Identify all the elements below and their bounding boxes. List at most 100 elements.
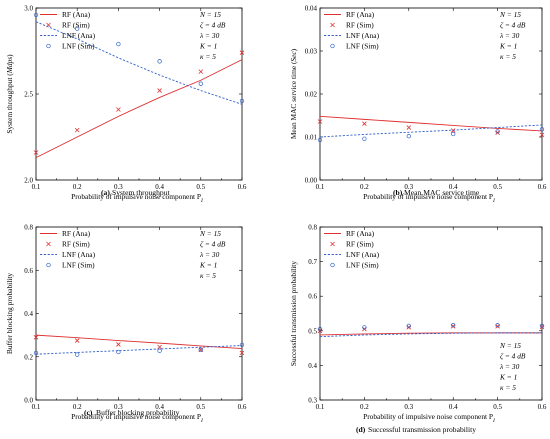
parameter-label: ζ = 4 dB: [500, 352, 526, 361]
y-tick-label: 0.2: [24, 353, 33, 361]
rf-sim-marker: [495, 324, 500, 329]
x-tick-label: 0.4: [155, 183, 164, 191]
lnf-sim-marker: [157, 59, 162, 64]
lnf-sim-marker: [116, 349, 121, 355]
lnf-sim-marker: [539, 127, 545, 132]
x-tick-label: 0.2: [73, 403, 82, 411]
x-tick-label: 0.2: [360, 403, 369, 411]
panel-caption-text: System throughput: [112, 188, 170, 197]
rf-sim-marker: [239, 50, 245, 56]
y-axis-label-unit: Sec: [289, 51, 298, 62]
parameter-label: K = 1: [499, 42, 517, 51]
marker-stroke: [116, 107, 121, 112]
y-tick-label: 0.8: [308, 224, 317, 232]
series-line-lnf-ana: [319, 332, 542, 338]
rf-sim-marker: [157, 344, 162, 350]
lnf-sim-marker: [451, 131, 456, 137]
x-tick-label: 0.3: [114, 403, 123, 411]
marker-stroke: [157, 88, 162, 93]
lnf-sim-marker: [239, 98, 245, 104]
lnf-sim-marker: [362, 325, 367, 330]
legend-swatch: [46, 43, 51, 49]
lnf-sim-marker: [451, 323, 456, 328]
panel-caption-text: Buffer blocking probability: [96, 408, 180, 417]
x-tick-label: 0.6: [538, 183, 547, 191]
marker-stroke: [539, 132, 545, 138]
legend-label: LNF (Ana): [346, 250, 380, 259]
series-line-lnf-ana: [35, 345, 243, 355]
panel-b: 0.1 0.2 0.3 0.4 0.5 0.60.000.010.020.030.04Pr…: [289, 5, 547, 205]
series-line-rf-ana: [319, 332, 542, 336]
parameter-label: ζ = 4 dB: [500, 21, 526, 30]
rf-sim-marker: [495, 130, 500, 135]
x-tick-label: 0.5: [196, 403, 205, 411]
x-tick-label: 0.6: [538, 403, 547, 411]
y-tick-label: 2.0: [24, 177, 33, 185]
legend-label: LNF (Sim): [62, 42, 95, 51]
marker-stroke: [539, 324, 545, 330]
parameter-label: λ = 30: [499, 362, 520, 371]
x-tick-label: 0.6: [238, 403, 247, 411]
parameter-label: N = 15: [199, 10, 221, 19]
lnf-sim-marker: [33, 350, 39, 356]
y-tick-label: 0.0: [24, 397, 33, 405]
parameter-label: ζ = 4 dB: [200, 240, 226, 249]
lnf-sim-marker: [157, 348, 162, 353]
legend-label: LNF (Sim): [346, 261, 379, 270]
lnf-sim-marker: [317, 137, 323, 143]
marker-stroke: [33, 335, 39, 340]
lnf-sim-marker: [33, 12, 39, 18]
marker-stroke: [495, 324, 500, 329]
x-axis-label-subscript: I: [200, 198, 204, 204]
lnf-sim-marker: [198, 347, 203, 352]
y-tick-label: 0.02: [305, 91, 318, 99]
y-axis-label-close: ): [289, 48, 298, 51]
legend-label: RF (Sim): [346, 21, 374, 30]
x-tick-label: 0.1: [316, 403, 325, 411]
y-axis-label-unit: Mdps: [5, 57, 14, 75]
y-tick-label: 0.04: [305, 5, 318, 13]
lnf-sim-marker: [75, 26, 80, 31]
y-axis-label: System throughput (Mdps): [5, 54, 14, 134]
y-axis-label: Buffer blocking probability: [5, 273, 14, 354]
legend-label: RF (Sim): [62, 240, 90, 249]
panel-caption-text: Mean MAC service time: [404, 188, 480, 197]
lnf-sim-marker: [495, 323, 500, 328]
rf-sim-marker: [406, 325, 412, 330]
panel-caption-text: Successful transmission probability: [368, 425, 476, 434]
y-tick-label: 0.6: [308, 293, 317, 301]
y-tick-label: 3.0: [24, 5, 33, 13]
legend: RF (Ana) RF (Sim)LNF (Ana) LNF (Sim): [324, 10, 380, 51]
panel-caption-letter: (a): [101, 188, 110, 197]
series-line-lnf-ana: [35, 21, 243, 105]
marker-stroke: [362, 121, 367, 126]
parameter-label: N = 15: [199, 229, 221, 238]
marker-stroke: [33, 150, 39, 155]
marker-stroke: [198, 69, 204, 74]
rf-sim-marker: [239, 350, 245, 356]
marker-stroke: [74, 127, 80, 133]
y-tick-label: 0.00: [305, 177, 318, 185]
parameter-label: ζ = 4 dB: [200, 21, 226, 30]
x-tick-label: 0.4: [155, 403, 164, 411]
x-tick-label: 0.1: [32, 183, 41, 191]
rf-sim-marker: [539, 132, 545, 138]
x-tick-label: 0.2: [360, 183, 369, 191]
lnf-sim-marker: [198, 81, 203, 86]
x-tick-label: 0.2: [73, 183, 82, 191]
legend-label: RF (Ana): [346, 229, 375, 238]
parameter-label: λ = 30: [199, 250, 220, 259]
x-tick-label: 0.3: [404, 183, 413, 191]
legend-label: LNF (Sim): [62, 261, 95, 270]
rf-sim-marker: [74, 338, 80, 343]
lnf-sim-marker: [317, 326, 323, 332]
y-tick-label: 0.6: [24, 267, 33, 275]
series-line-rf-ana: [35, 334, 243, 349]
y-tick-label: 0.01: [305, 134, 318, 142]
series-line-lnf-ana: [319, 124, 543, 138]
y-tick-label: 0.03: [305, 48, 318, 56]
rf-sim-marker: [362, 121, 367, 126]
legend-label: LNF (Ana): [62, 250, 96, 259]
legend-swatch: [330, 22, 335, 28]
marker-stroke: [406, 325, 412, 330]
